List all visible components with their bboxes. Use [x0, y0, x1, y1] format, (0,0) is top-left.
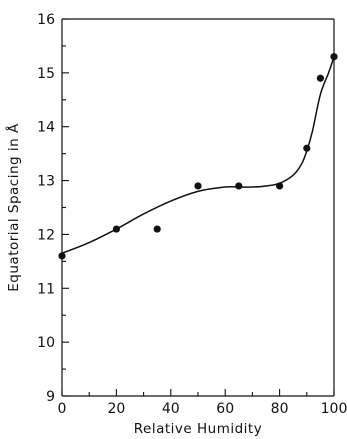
- x-tick-label: 100: [321, 401, 347, 417]
- data-point: [235, 182, 243, 190]
- data-point: [58, 252, 66, 260]
- tick-labels: 0 20 40 60 80 100 9 10 11 12 13 14 15 16: [37, 12, 347, 417]
- x-tick-label: 40: [162, 401, 180, 417]
- x-tick-label: 80: [271, 401, 289, 417]
- y-axis-title: Equatorial Spacing in Å: [5, 123, 22, 292]
- y-tick-label: 15: [37, 66, 55, 82]
- data-point: [303, 144, 311, 152]
- y-tick-label: 11: [37, 281, 55, 297]
- y-tick-label: 12: [37, 227, 55, 243]
- data-point: [330, 53, 338, 61]
- y-tick-label: 16: [37, 12, 55, 28]
- y-tick-label: 14: [37, 120, 55, 136]
- x-axis-title: Relative Humidity: [134, 421, 262, 437]
- y-tick-label: 10: [37, 335, 55, 351]
- data-point: [153, 225, 161, 233]
- axes: [61, 18, 335, 397]
- y-tick-label: 9: [46, 389, 55, 405]
- x-tick-label: 60: [216, 401, 234, 417]
- data-point: [112, 225, 120, 233]
- x-tick-label: 20: [107, 401, 125, 417]
- x-tick-label: 0: [58, 401, 67, 417]
- ticks: [61, 18, 335, 397]
- fit-curve: [61, 56, 335, 254]
- plot-area: [58, 53, 338, 260]
- data-point: [194, 182, 202, 190]
- data-point: [316, 74, 324, 82]
- data-point: [276, 182, 284, 190]
- y-tick-label: 13: [37, 174, 55, 190]
